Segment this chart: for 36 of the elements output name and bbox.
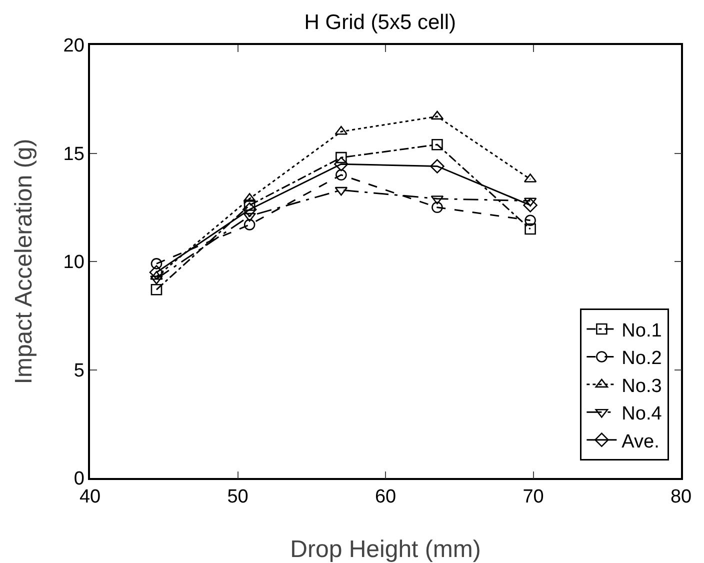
point — [336, 152, 347, 164]
point — [149, 265, 164, 280]
chart-title: H Grid (5x5 cell) — [304, 10, 456, 34]
legend-label: No.2 — [622, 348, 662, 370]
legend-label: Ave. — [622, 431, 660, 452]
point — [524, 223, 536, 235]
legend-label: No.1 — [622, 320, 662, 342]
point — [336, 169, 347, 181]
point — [244, 200, 256, 211]
point — [432, 202, 443, 214]
x-tick-label: 80 — [670, 486, 692, 508]
x-tick-label: 50 — [227, 486, 248, 508]
point — [242, 202, 257, 217]
point — [524, 198, 537, 207]
point — [334, 186, 348, 196]
point — [244, 219, 256, 230]
y-tick-label: 10 — [63, 252, 84, 274]
point — [430, 159, 444, 174]
legend-label: No.4 — [622, 404, 662, 425]
x-axis-title: Drop Height (mm) — [290, 536, 481, 563]
y-tick-label: 20 — [63, 36, 84, 57]
point — [524, 214, 536, 226]
y-axis-title: Impact Acceleration (g) — [10, 138, 38, 384]
y-tick-label: 15 — [63, 144, 84, 165]
legend-label: No.3 — [622, 376, 662, 397]
x-tick-label: 60 — [374, 486, 396, 508]
point — [430, 110, 444, 120]
point — [432, 138, 443, 150]
point — [334, 156, 348, 172]
point — [150, 258, 162, 270]
y-tick-label: 5 — [74, 360, 84, 382]
point — [243, 212, 256, 222]
point — [334, 126, 348, 135]
point — [150, 284, 162, 296]
x-tick-label: 70 — [522, 486, 544, 508]
point — [523, 198, 538, 212]
